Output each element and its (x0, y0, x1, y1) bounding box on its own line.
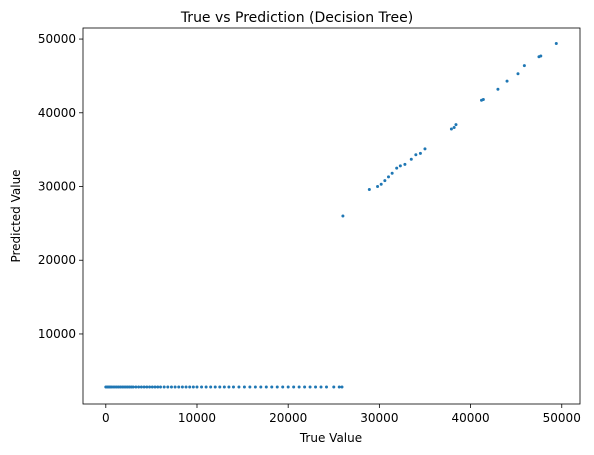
data-point (237, 385, 241, 389)
data-point (169, 385, 173, 389)
data-point (409, 157, 413, 161)
data-point (137, 385, 141, 389)
data-point (449, 127, 453, 131)
data-point (184, 385, 188, 389)
data-point (390, 171, 394, 175)
y-tick-label: 20000 (38, 253, 76, 267)
x-axis: 0 10000 20000 30000 40000 50000 (102, 404, 581, 425)
data-point (454, 123, 458, 127)
data-point (248, 385, 252, 389)
data-point (150, 385, 154, 389)
data-point (195, 385, 199, 389)
y-axis: 10000 20000 30000 40000 50000 (38, 32, 83, 341)
data-point (204, 385, 208, 389)
data-point (414, 153, 418, 157)
data-point (134, 385, 138, 389)
data-point (379, 182, 383, 186)
data-point (332, 385, 336, 389)
data-point (554, 41, 558, 45)
data-point (292, 385, 296, 389)
data-point (319, 385, 323, 389)
x-tick-label: 30000 (360, 411, 398, 425)
data-point (423, 147, 427, 151)
x-tick-label: 10000 (178, 411, 216, 425)
data-points (104, 41, 558, 389)
data-point (539, 54, 543, 58)
data-point (383, 179, 387, 183)
data-point (341, 214, 345, 218)
data-point (496, 87, 500, 91)
data-point (231, 385, 235, 389)
data-point (213, 385, 217, 389)
chart-title: True vs Prediction (Decision Tree) (180, 10, 413, 26)
data-point (173, 385, 177, 389)
data-point (222, 385, 226, 389)
data-point (275, 385, 279, 389)
data-point (403, 162, 407, 166)
data-point (242, 385, 246, 389)
data-point (145, 385, 149, 389)
data-point (191, 385, 195, 389)
y-axis-label: Predicted Value (9, 169, 23, 262)
data-point (308, 385, 312, 389)
data-point (418, 151, 422, 155)
data-point (286, 385, 290, 389)
data-point (386, 175, 390, 179)
data-point (139, 385, 143, 389)
x-tick-label: 0 (102, 411, 110, 425)
y-tick-label: 30000 (38, 180, 76, 194)
data-point (505, 79, 509, 83)
data-point (162, 385, 166, 389)
data-point (166, 385, 170, 389)
data-point (148, 385, 152, 389)
data-point (516, 72, 520, 76)
data-point (481, 98, 485, 102)
data-point (180, 385, 184, 389)
plot-area-frame (82, 27, 581, 405)
data-point (367, 187, 371, 191)
data-point (376, 185, 380, 189)
y-tick-label: 10000 (38, 327, 76, 341)
x-tick-label: 50000 (543, 411, 581, 425)
data-point (452, 126, 456, 130)
data-point (209, 385, 213, 389)
x-axis-label: True Value (299, 431, 362, 445)
data-point (200, 385, 204, 389)
data-point (398, 164, 402, 168)
data-point (153, 385, 157, 389)
data-point (264, 385, 268, 389)
data-point (156, 385, 160, 389)
data-point (177, 385, 181, 389)
data-point (159, 385, 163, 389)
data-point (188, 385, 192, 389)
x-tick-label: 40000 (451, 411, 489, 425)
data-point (142, 385, 146, 389)
data-point (281, 385, 285, 389)
data-point (522, 64, 526, 68)
data-point (337, 385, 341, 389)
y-tick-label: 50000 (38, 32, 76, 46)
data-point (340, 385, 344, 389)
data-point (131, 385, 135, 389)
y-tick-label: 40000 (38, 106, 76, 120)
data-point (218, 385, 222, 389)
data-point (395, 166, 399, 170)
data-point (303, 385, 307, 389)
data-point (297, 385, 301, 389)
x-tick-label: 20000 (269, 411, 307, 425)
data-point (253, 385, 257, 389)
data-point (259, 385, 263, 389)
data-point (270, 385, 274, 389)
data-point (227, 385, 231, 389)
data-point (324, 385, 328, 389)
data-point (314, 385, 318, 389)
